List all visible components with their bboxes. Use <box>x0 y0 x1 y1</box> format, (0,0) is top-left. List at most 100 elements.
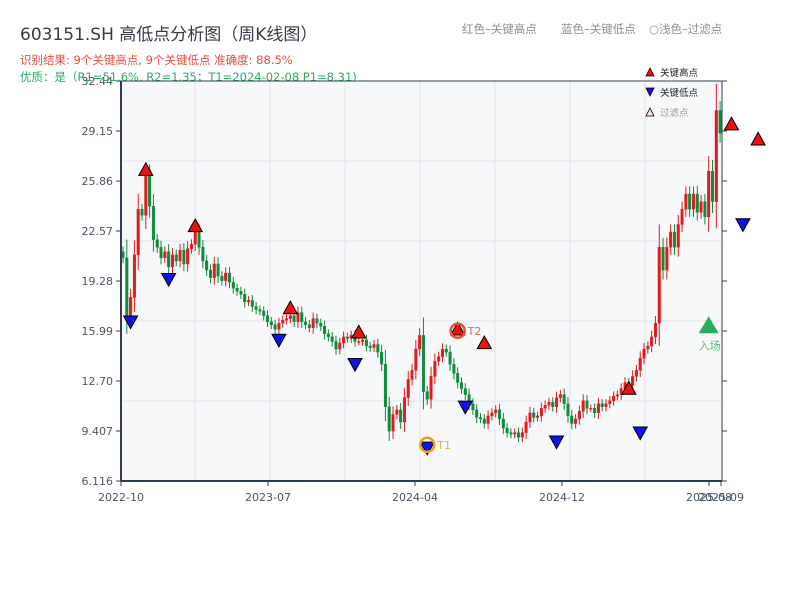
candle-down <box>220 275 224 281</box>
grid-lines <box>121 81 722 481</box>
candle-up <box>136 209 140 256</box>
candle-up <box>608 400 612 404</box>
y-tick-label: 12.70 <box>82 375 114 388</box>
candle-down <box>307 324 311 328</box>
t2-ring <box>449 322 466 340</box>
legend-marker-icon <box>645 107 655 117</box>
candle-down <box>383 364 387 407</box>
x-tick-label: 2024-04 <box>392 491 438 504</box>
candle-down <box>570 415 574 424</box>
candle-up <box>357 341 361 343</box>
legend-note-blue: 蓝色–关键低点 <box>561 22 636 36</box>
candle-up <box>665 247 669 271</box>
candle-up <box>144 175 148 216</box>
candle-down <box>562 394 566 404</box>
candle-up <box>612 395 616 401</box>
candle-down <box>155 239 159 248</box>
candle-down <box>140 209 144 216</box>
candle-down <box>250 300 254 307</box>
candle-up <box>129 297 133 316</box>
candle-down <box>201 247 205 262</box>
candle-down <box>262 310 266 316</box>
plot-area <box>121 81 722 481</box>
legend-note-light: ○浅色–过滤点 <box>649 22 723 36</box>
candle-down <box>323 326 327 335</box>
key-low-marker <box>548 435 565 450</box>
candle-down <box>239 291 243 295</box>
candle-down <box>482 418 486 424</box>
candle-up <box>558 394 562 398</box>
candle-down <box>269 321 273 325</box>
candle-up <box>524 421 528 433</box>
candle-down <box>334 341 338 350</box>
candle-up <box>406 379 410 398</box>
candle-up <box>391 414 395 432</box>
entry-marker <box>698 316 719 334</box>
legend-label: 关键低点 <box>660 87 699 99</box>
candle-up <box>395 409 399 415</box>
candle-up <box>186 248 190 265</box>
y-tick-label: 19.28 <box>82 275 114 288</box>
y-tick-label: 32.44 <box>82 75 114 88</box>
candle-up <box>555 397 559 407</box>
candle-up <box>490 412 494 417</box>
candle-up <box>372 344 376 348</box>
key-high-marker <box>350 324 367 339</box>
candle-down <box>300 312 304 322</box>
candle-down <box>376 344 380 353</box>
key-low-marker <box>735 218 751 233</box>
candle-up <box>581 400 585 412</box>
candle-up <box>707 171 711 218</box>
candle-up <box>714 110 718 202</box>
candle-down <box>364 339 368 347</box>
candle-up <box>615 394 619 397</box>
candle-up <box>288 315 292 319</box>
candle-up <box>494 409 498 414</box>
candle-down <box>174 254 178 262</box>
candle-up <box>691 193 695 210</box>
legend-note-red: 红色–关键高点 <box>462 22 537 36</box>
candle-down <box>517 432 521 438</box>
candle-up <box>642 348 646 359</box>
candle-down <box>475 409 479 418</box>
candle-down <box>672 231 676 248</box>
candle-down <box>319 323 323 327</box>
candle-down <box>501 418 505 429</box>
candle-down <box>148 175 152 207</box>
candle-down <box>326 333 330 338</box>
legend-label: 过滤点 <box>660 107 689 119</box>
candle-down <box>292 315 296 322</box>
candle-up <box>178 250 182 262</box>
candle-up <box>676 224 680 248</box>
candle-up <box>604 403 608 407</box>
candle-down <box>695 193 699 213</box>
key-low-marker <box>457 400 474 415</box>
t2-label: T2 <box>467 325 482 338</box>
key-high-marker <box>476 335 493 350</box>
key-low-marker <box>419 441 436 456</box>
x-tick-label: 2024-12 <box>539 491 585 504</box>
candle-up <box>684 193 688 210</box>
candle-down <box>452 364 456 374</box>
candle-up <box>528 412 532 423</box>
candle-up <box>342 336 346 344</box>
candle-up <box>361 339 365 342</box>
key-low-marker <box>347 358 363 373</box>
candle-up <box>132 254 136 298</box>
candle-down <box>532 412 536 418</box>
x-tick-label: 2025-08 <box>686 491 732 504</box>
candle-up <box>646 345 650 350</box>
candle-up <box>296 312 300 322</box>
legend-label: 关键高点 <box>660 67 699 79</box>
candle-down <box>478 417 482 420</box>
result-summary: 识别结果: 9个关键高点, 9个关键低点 准确度: 88.5% <box>20 53 293 67</box>
candle-down <box>421 335 425 392</box>
candle-up <box>189 243 193 249</box>
candle-up <box>589 408 593 410</box>
candle-down <box>718 110 722 134</box>
x-tick-label: 2022-10 <box>98 491 144 504</box>
candle-down <box>448 351 452 365</box>
candle-up <box>414 348 418 371</box>
